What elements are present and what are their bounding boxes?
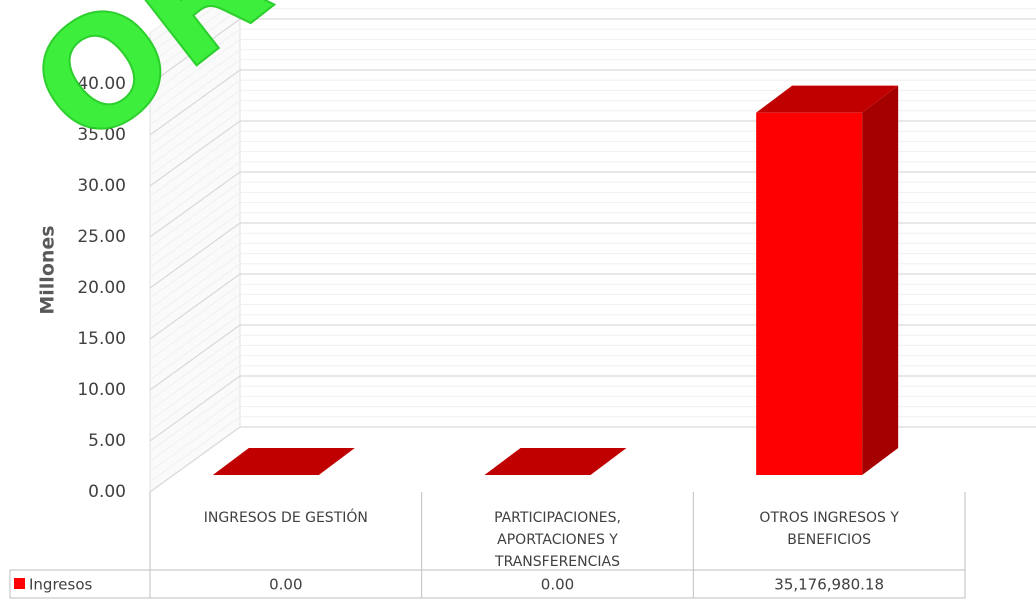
y-axis-label: Millones [37, 225, 59, 314]
minor-grid [149, 0, 239, 65]
y-tick-label: 30.00 [77, 176, 126, 196]
bar-top [756, 85, 899, 113]
minor-grid [149, 89, 1036, 156]
minor-grid [149, 0, 225, 54]
legend-label: Ingresos [29, 576, 93, 594]
minor-grid [149, 79, 1036, 146]
minor-grid [149, 100, 1036, 167]
y-tick-label: 5.00 [88, 431, 126, 451]
x-tick-label: OTROS INGRESOS Y BENEFICIOS [759, 510, 899, 548]
legend-key [14, 578, 25, 589]
bar-side [862, 85, 899, 476]
data-table-value: 35,176,980.18 [774, 576, 884, 594]
x-tick-label: PARTICIPACIONES, APORTACIONES Y TRANSFEREN… [494, 510, 621, 570]
bar [756, 112, 863, 476]
data-table-value: 0.00 [269, 576, 302, 594]
y-tick-label: 10.00 [77, 380, 126, 400]
minor-grid [149, 0, 211, 44]
grid-line [149, 18, 1036, 85]
y-tick-label: 25.00 [77, 227, 126, 247]
minor-grid [149, 8, 1036, 75]
y-tick-label: 15.00 [77, 329, 126, 349]
minor-grid [149, 38, 1036, 105]
y-tick-label: 20.00 [77, 278, 126, 298]
x-tick-label: INGRESOS DE GESTIÓN [204, 508, 368, 526]
y-tick-label: 0.00 [88, 482, 126, 502]
minor-grid [149, 59, 1036, 126]
grid-line [149, 69, 1036, 136]
minor-grid [149, 28, 1036, 95]
minor-grid [149, 49, 1036, 116]
bar-top [484, 448, 627, 475]
minor-grid [149, 0, 197, 34]
data-table-value: 0.00 [541, 576, 574, 594]
bar-top [212, 448, 355, 475]
y-tick-label: 35.00 [77, 125, 126, 145]
y-tick-label: 40.00 [77, 74, 126, 94]
